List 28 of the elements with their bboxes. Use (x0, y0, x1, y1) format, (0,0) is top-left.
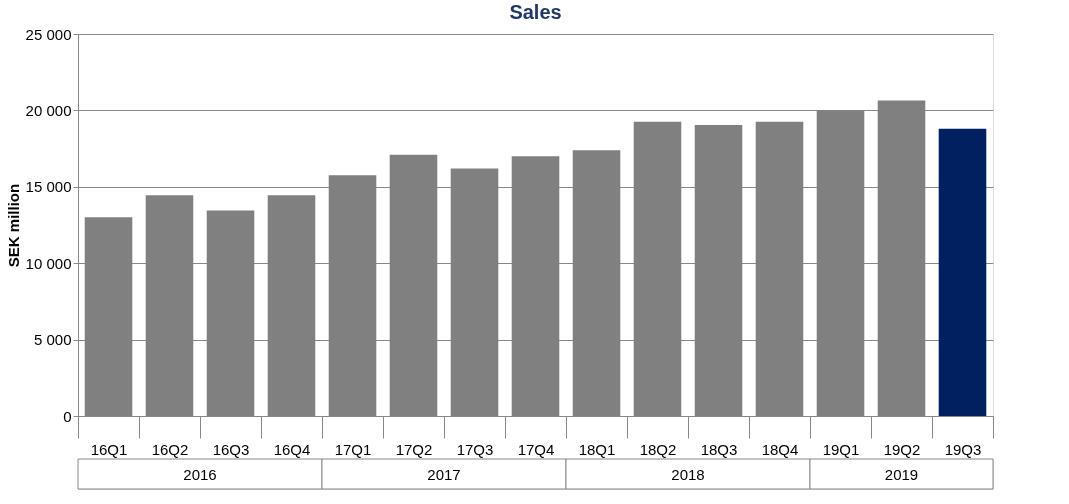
x-tick-label: 19Q3 (944, 440, 982, 458)
x-tick-label: 19Q1 (822, 440, 860, 458)
y-tick-label: 25 000 (25, 25, 72, 43)
x-tick-label: 18Q1 (578, 440, 616, 458)
x-tick-label: 16Q3 (212, 440, 250, 458)
x-tick-label: 17Q1 (334, 440, 372, 458)
text: 2017 (427, 466, 461, 483)
x-tick-label: 18Q3 (700, 440, 738, 458)
y-axis-title: SEK million (4, 183, 22, 268)
x-tick-label: 17Q4 (517, 440, 555, 458)
y-tick-label: 0 (63, 407, 72, 425)
chart-title: Sales (509, 1, 562, 23)
x-tick-label: 16Q2 (151, 440, 189, 458)
text: 2016 (183, 466, 217, 483)
y-tick-label: 20 000 (25, 101, 72, 119)
x-tick-label: 18Q2 (639, 440, 677, 458)
x-tick-label: 16Q1 (90, 440, 128, 458)
text: 2019 (884, 466, 919, 483)
x-tick-label: 17Q3 (456, 440, 494, 458)
x-tick-label: 16Q4 (273, 440, 311, 458)
y-tick-label: 5 000 (33, 331, 72, 349)
bar (938, 128, 987, 416)
x-tick-label: 19Q2 (883, 440, 921, 458)
text: 2018 (671, 466, 705, 483)
y-tick-label: 15 000 (25, 178, 72, 196)
x-tick-label: 17Q2 (395, 440, 433, 458)
x-tick-label: 18Q4 (761, 440, 799, 458)
y-tick-label: 10 000 (25, 254, 72, 272)
